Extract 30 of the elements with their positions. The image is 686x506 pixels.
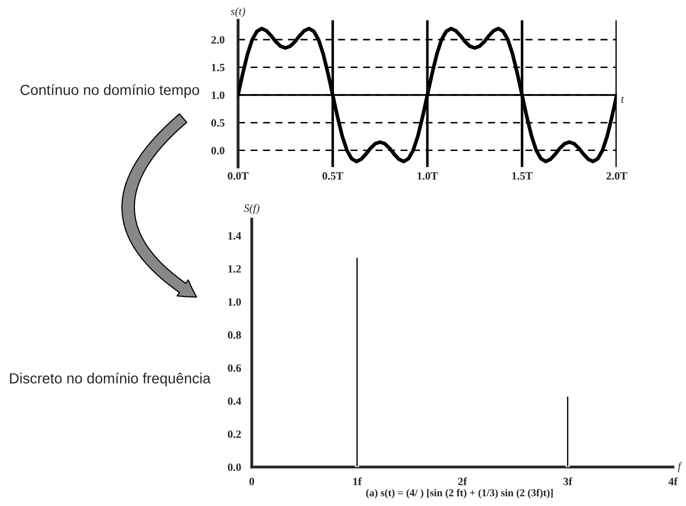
y-tick-label: 1.0 [228,298,241,306]
y-tick-label: 0.4 [228,397,242,405]
y-tick-label: 0.5 [211,119,224,127]
x-tick-label: 1.0T [418,172,438,180]
y-tick-label: 0.2 [228,430,241,438]
y-tick-label: 0.0 [228,464,241,472]
x-tick-label: 3f [563,477,572,486]
y-tick-label: 1.2 [228,265,241,273]
x-axis-title: f [678,462,682,472]
text: Contínuo no domínio tempo [20,84,200,98]
y-axis-title: s(t) [230,7,246,18]
text: (a) s(t) = (4/ ) [sin (2 ft) + (1/3) sin (2 (3f)t)] [366,488,553,498]
x-tick-label: 2f [458,477,468,486]
y-tick-label: 0.6 [228,364,242,372]
x-tick-label: 1f [353,477,362,486]
x-axis-title: t [621,96,624,103]
y-axis-title: S(f) [244,204,260,214]
y-tick-label: 2.0 [211,36,224,44]
y-tick-label: 1.4 [228,232,242,240]
x-tick-label: 1.5T [512,172,533,180]
x-tick-label: 0.0T [228,172,249,180]
x-tick-label: 0 [249,478,254,486]
text: Discreto no domínio frequência [10,372,211,386]
y-tick-label: 1.5 [212,64,224,72]
x-tick-label: 0.5T [322,172,344,180]
x-tick-label: 2.0T [606,172,628,180]
y-tick-label: 0.0 [211,146,224,154]
y-tick-label: 0.8 [228,331,241,339]
y-tick-label: 1.0 [212,91,224,100]
x-tick-label: 4f [668,477,678,486]
